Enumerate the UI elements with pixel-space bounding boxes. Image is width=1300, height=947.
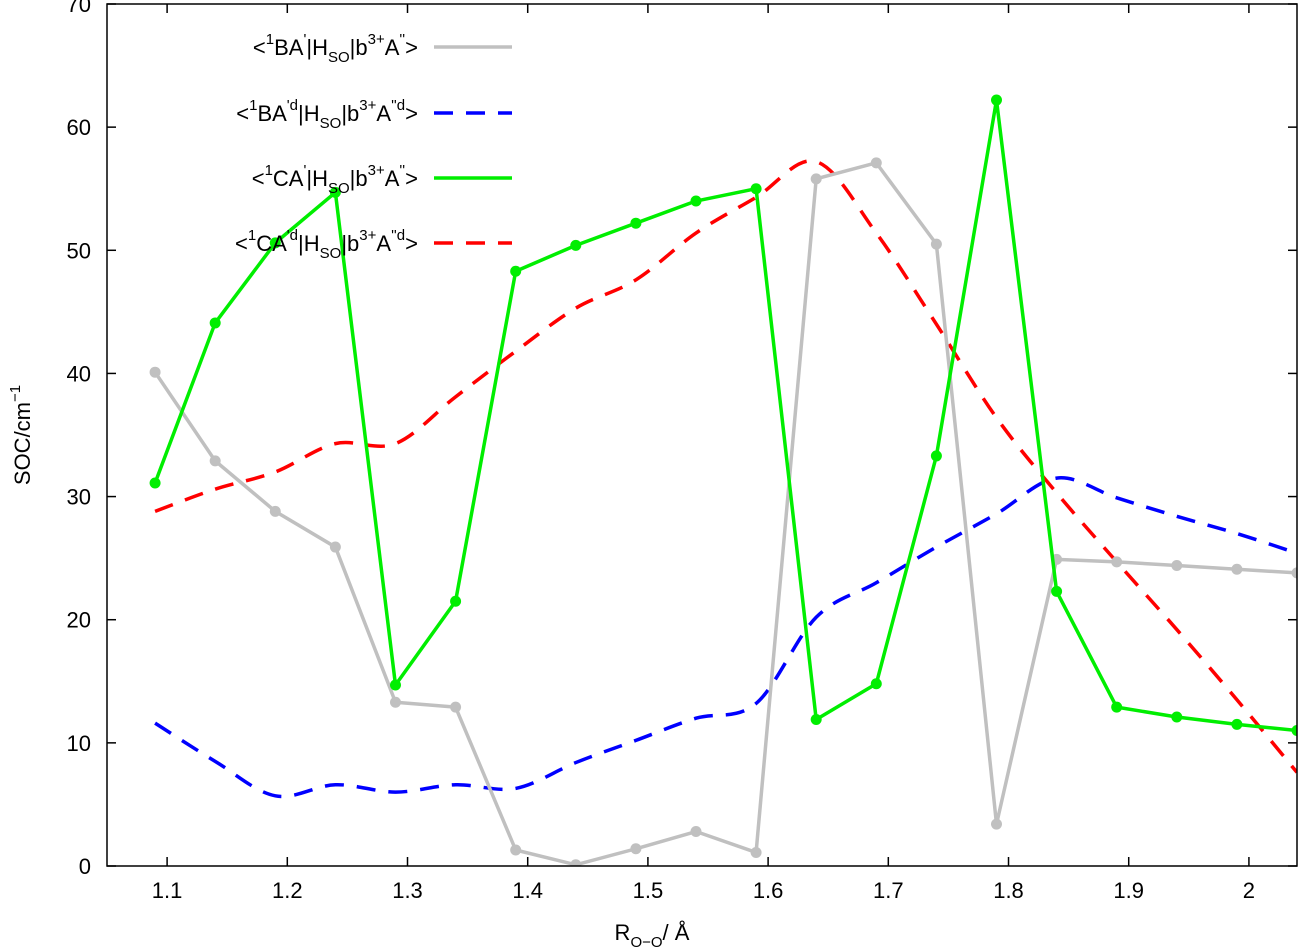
x-tick-label: 1.3: [392, 878, 423, 903]
series-point-2: [810, 713, 822, 725]
series-point-0: [450, 701, 462, 713]
x-tick-label: 1.6: [753, 878, 784, 903]
legend-label-0: <1BA'|HSO|b3+A''>: [253, 31, 418, 66]
y-tick-label: 50: [67, 238, 91, 263]
axis-ticks: 1.1 1.2 1.3 1.4 1.5 1.6 1.7 1.8 1.9 2010203040506…: [67, 0, 1297, 903]
x-axis-label: RO−O/ Å: [615, 920, 690, 947]
series-point-0: [870, 157, 882, 169]
legend-label-3: <1CA'd|HSO|b3+A''d>: [235, 227, 418, 262]
y-tick-label: 0: [79, 854, 91, 879]
series-point-2: [570, 239, 582, 251]
series-point-0: [690, 826, 702, 838]
x-tick-label: 1.9: [1113, 878, 1144, 903]
x-tick-label: 1.7: [873, 878, 904, 903]
y-tick-label: 70: [67, 0, 91, 17]
series-point-0: [570, 859, 582, 866]
series-point-2: [1051, 585, 1063, 597]
series-point-0: [750, 846, 762, 858]
series-point-0: [990, 818, 1002, 830]
series-point-2: [1231, 718, 1243, 730]
series-point-0: [1231, 563, 1243, 575]
series-line-1: [154, 476, 1297, 799]
series-point-2: [389, 679, 401, 691]
series-point-0: [1171, 560, 1183, 572]
series-point-0: [329, 541, 341, 553]
series-point-0: [1291, 567, 1297, 579]
x-tick-label: 1.2: [272, 878, 303, 903]
y-tick-label: 20: [67, 608, 91, 633]
series-point-2: [450, 595, 462, 607]
legend-label-1: <1BA'd|HSO|b3+A''d>: [236, 97, 418, 132]
series-point-0: [269, 505, 281, 517]
plot-frame: [106, 3, 1298, 867]
y-tick-label: 30: [67, 485, 91, 510]
series-line-2: [153, 98, 1297, 733]
series-point-0: [810, 173, 822, 185]
series-point-2: [990, 94, 1002, 106]
legend-label-2: <1CA'|HSO|b3+A''>: [252, 162, 418, 197]
series-point-2: [1171, 711, 1183, 723]
series-point-2: [1111, 701, 1123, 713]
series-point-0: [1111, 556, 1123, 568]
series-point-2: [329, 186, 341, 198]
series-point-2: [630, 217, 642, 229]
series-point-0: [209, 455, 221, 467]
x-tick-label: 1.1: [152, 878, 183, 903]
legend: <1BA'|HSO|b3+A''> <1BA'd|HSO|b3+A''d> <1CA…: [235, 31, 512, 262]
series-layer: [149, 94, 1297, 866]
y-tick-label: 10: [67, 731, 91, 756]
series-point-0: [510, 844, 522, 856]
series-point-0: [630, 843, 642, 855]
series-point-0: [930, 238, 942, 250]
x-tick-label: 1.8: [993, 878, 1024, 903]
series-point-2: [1291, 725, 1297, 737]
y-tick-label: 60: [67, 115, 91, 140]
x-tick-label: 1.4: [512, 878, 543, 903]
series-line-0: [153, 161, 1297, 866]
series-point-2: [690, 195, 702, 207]
series-point-2: [750, 183, 762, 195]
series-point-2: [269, 237, 281, 249]
x-tick-label: 2: [1243, 878, 1255, 903]
series-point-2: [510, 265, 522, 277]
series-point-2: [149, 477, 161, 489]
x-tick-label: 1.5: [633, 878, 664, 903]
y-axis-label: SOC/cm−1: [7, 385, 35, 485]
series-point-2: [930, 450, 942, 462]
series-point-0: [389, 696, 401, 708]
y-tick-label: 40: [67, 361, 91, 386]
series-point-0: [149, 366, 161, 378]
series-point-2: [209, 317, 221, 329]
series-point-2: [870, 678, 882, 690]
